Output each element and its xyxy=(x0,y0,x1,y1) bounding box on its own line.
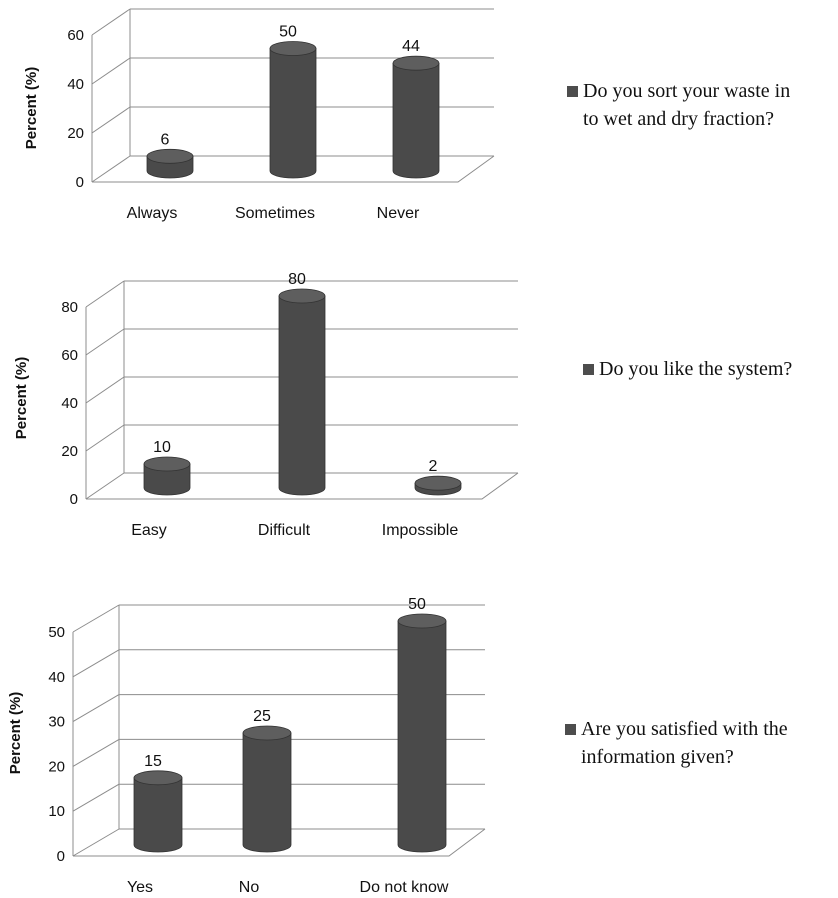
y-tick-label: 40 xyxy=(48,669,65,686)
bar-top xyxy=(143,456,191,472)
gridline-diagonal xyxy=(72,828,120,857)
gridline-diagonal xyxy=(91,106,131,134)
legend-swatch xyxy=(567,86,578,97)
legend-swatch xyxy=(565,724,576,735)
bar-body xyxy=(392,62,440,179)
bar-never xyxy=(392,55,440,179)
legend: Do you sort your waste in to wet and dry … xyxy=(567,80,790,130)
gridline-diagonal xyxy=(85,472,125,500)
gridline-diagonal xyxy=(85,424,125,452)
legend-text: information given? xyxy=(581,746,734,768)
bar-always xyxy=(146,148,194,179)
legend: Do you like the system? xyxy=(583,358,792,380)
category-label: Always xyxy=(127,205,178,222)
y-axis-label: Percent (%) xyxy=(23,67,40,150)
gridline-diagonal xyxy=(91,155,131,183)
gridline-diagonal xyxy=(85,280,125,308)
y-tick-label: 50 xyxy=(48,624,65,641)
category-label: No xyxy=(239,879,260,896)
data-label: 44 xyxy=(402,38,420,55)
y-tick-label: 40 xyxy=(61,395,78,412)
bar-top xyxy=(414,475,462,491)
bar-no xyxy=(242,725,292,853)
floor xyxy=(92,155,495,183)
gridline-diagonal xyxy=(91,57,131,85)
y-tick-label: 40 xyxy=(67,76,84,93)
bar-impossible xyxy=(414,475,462,496)
gridline-diagonal xyxy=(72,604,120,633)
data-label: 50 xyxy=(408,596,426,613)
bar-body xyxy=(397,620,447,853)
y-tick-label: 20 xyxy=(61,443,78,460)
chart-like-system: 0 20 40 60 80 Percent (%) 10 Easy 80 Difficult 2 Im… xyxy=(13,271,792,539)
gridline-diagonal xyxy=(85,376,125,404)
category-label: Do not know xyxy=(360,879,449,896)
bar-top xyxy=(146,148,194,164)
chart-satisfied-information: 0 10 20 30 40 50 Percent (%) 15 Yes 25 No 50 Do not … xyxy=(7,596,788,896)
bar-difficult xyxy=(278,288,326,496)
legend: Are you satisfied with the information gi… xyxy=(565,718,788,768)
bar-yes xyxy=(133,770,183,853)
y-tick-label: 20 xyxy=(67,125,84,142)
gridline-diagonal xyxy=(85,328,125,356)
category-label: Difficult xyxy=(258,522,311,539)
bar-top xyxy=(133,770,183,786)
y-axis-label: Percent (%) xyxy=(7,692,24,775)
y-tick-label: 80 xyxy=(61,299,78,316)
bar-body xyxy=(143,463,191,496)
y-tick-label: 60 xyxy=(67,27,84,44)
bar-top xyxy=(392,55,440,71)
y-tick-label: 0 xyxy=(70,491,78,508)
y-tick-label: 60 xyxy=(61,347,78,364)
category-label: Easy xyxy=(131,522,167,539)
category-label: Sometimes xyxy=(235,205,315,222)
data-label: 10 xyxy=(153,439,171,456)
floor xyxy=(73,828,486,857)
data-label: 80 xyxy=(288,271,306,288)
legend-text: Do you like the system? xyxy=(599,358,792,380)
gridline-diagonal xyxy=(72,649,120,678)
data-label: 50 xyxy=(279,24,297,41)
category-label: Yes xyxy=(127,879,153,896)
y-tick-label: 0 xyxy=(57,848,65,865)
data-label: 15 xyxy=(144,753,162,770)
bar-easy xyxy=(143,456,191,496)
y-tick-label: 10 xyxy=(48,803,65,820)
y-tick-label: 0 xyxy=(76,174,84,191)
data-label: 2 xyxy=(429,458,438,475)
data-label: 6 xyxy=(161,131,170,148)
legend-swatch xyxy=(583,364,594,375)
bar-body xyxy=(269,48,317,179)
gridline-diagonal xyxy=(72,738,120,767)
gridline-diagonal xyxy=(72,694,120,723)
bar-sometimes xyxy=(269,41,317,179)
gridline-diagonal xyxy=(72,783,120,812)
category-label: Never xyxy=(377,205,420,222)
floor xyxy=(86,472,519,500)
bar-top xyxy=(397,613,447,629)
chart-sort-waste: 0 20 40 60 Percent (%) 6 Always 50 Sometimes 44 Ne… xyxy=(23,8,790,222)
y-tick-label: 20 xyxy=(48,758,65,775)
category-label: Impossible xyxy=(382,522,459,539)
gridline-diagonal xyxy=(91,8,131,36)
y-axis-label: Percent (%) xyxy=(13,357,30,440)
bar-body xyxy=(278,295,326,496)
legend-text: Do you sort your waste in xyxy=(583,80,790,102)
data-label: 25 xyxy=(253,708,271,725)
y-tick-label: 30 xyxy=(48,714,65,731)
bar-body xyxy=(242,732,292,853)
bar-body xyxy=(133,777,183,853)
legend-text: Are you satisfied with the xyxy=(581,718,788,740)
bar-top xyxy=(269,41,317,56)
legend-text: to wet and dry fraction? xyxy=(583,108,774,130)
bar-top xyxy=(242,725,292,741)
bar-do-not-know xyxy=(397,613,447,853)
bar-top xyxy=(278,288,326,304)
